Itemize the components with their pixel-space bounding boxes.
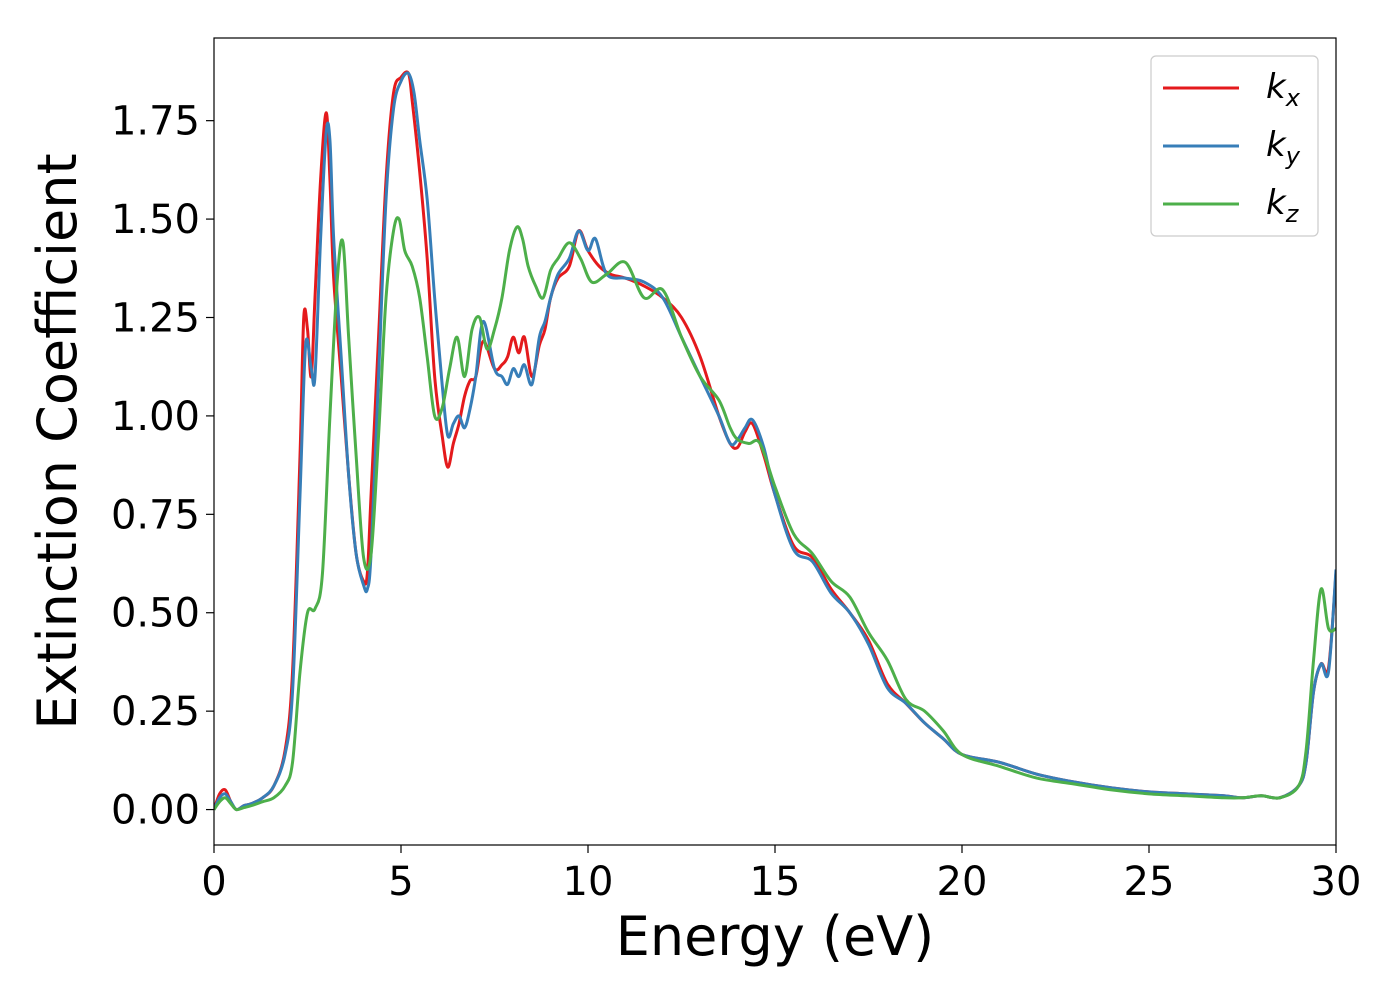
- y-axis: 0.00 0.25 0.50 0.75 1.00 1.25 1.50 1.75: [111, 99, 214, 834]
- series-line-k-z: [214, 216, 1336, 812]
- x-axis-label: Energy (eV): [616, 905, 935, 968]
- y-tick-label: 1.00: [111, 394, 200, 440]
- y-tick-label: 0.50: [111, 591, 200, 637]
- x-tick-label: 5: [388, 859, 413, 905]
- x-axis: 0 5 10 15 20 25 30: [201, 845, 1361, 905]
- legend-label-k-z: kz: [1266, 183, 1300, 228]
- y-tick-label: 0.75: [111, 492, 200, 538]
- x-tick-label: 15: [750, 859, 801, 905]
- legend: kx ky kz: [1150, 55, 1319, 237]
- x-tick-label: 20: [937, 859, 988, 905]
- legend-label-k-x: kx: [1266, 67, 1301, 112]
- x-tick-label: 0: [201, 859, 226, 905]
- y-tick-label: 0.25: [111, 689, 200, 735]
- y-axis-label: Extinction Coefficient: [26, 153, 89, 729]
- x-tick-label: 25: [1124, 859, 1175, 905]
- y-tick-label: 0.00: [111, 788, 200, 834]
- legend-label-k-y: ky: [1266, 125, 1301, 170]
- y-tick-label: 1.50: [111, 197, 200, 243]
- y-tick-label: 1.75: [111, 99, 200, 145]
- y-tick-label: 1.25: [111, 295, 200, 341]
- series-layer: [214, 70, 1336, 812]
- x-tick-label: 30: [1311, 859, 1362, 905]
- x-tick-label: 10: [563, 859, 614, 905]
